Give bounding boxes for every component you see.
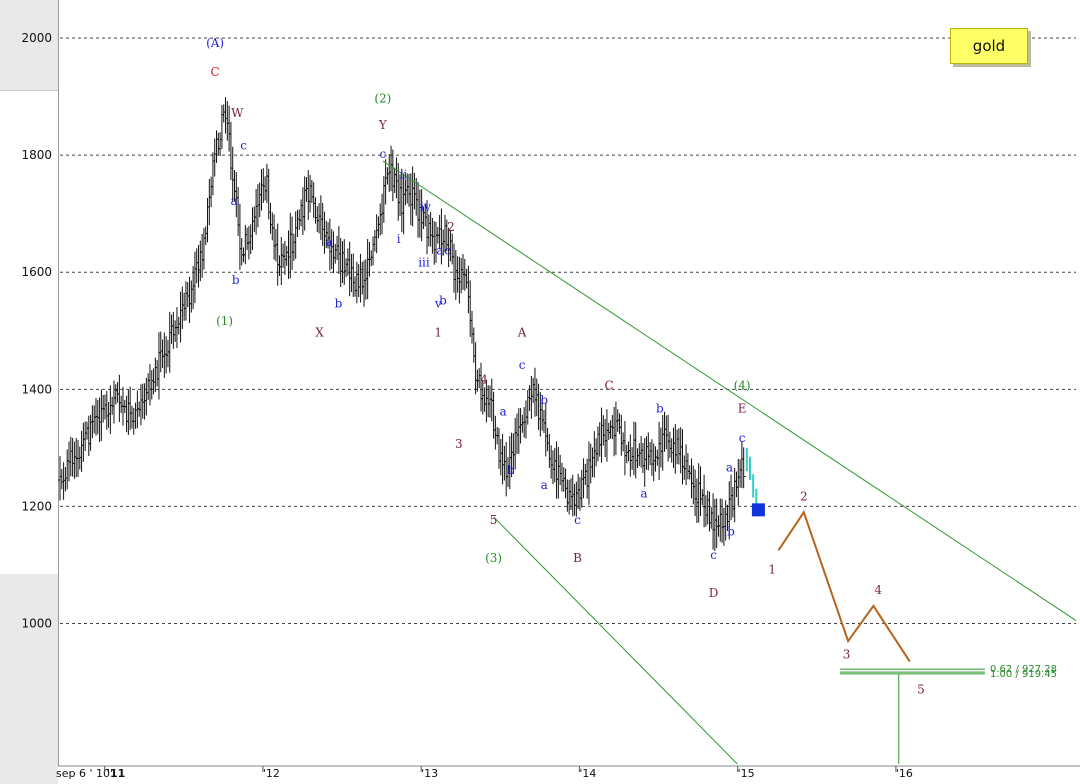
fibonacci-targets: 0.62 / 927.281.00 / 919.45 [840,664,1057,764]
wave-label: 2 [447,220,455,234]
trend-channels [382,160,1077,765]
wave-label: a [500,405,507,419]
channel-line [493,516,738,765]
x-tick-label: '15 [738,767,755,780]
x-axis-band [58,766,1080,784]
wave-label: c [240,138,247,152]
wave-label: 3 [455,437,463,451]
wave-label: X [315,326,324,340]
current-price-marker [751,503,765,517]
wave-label: b [727,525,735,539]
wave-label: 2 [800,490,808,504]
instrument-note[interactable]: gold [950,28,1028,64]
projection-line [777,510,911,663]
wave-label: 1 [768,563,776,577]
wave-label: C [210,65,219,79]
wave-label: c [519,358,526,372]
wave-label: (1) [216,314,233,328]
wave-label: a [640,487,647,501]
channel-line [382,160,1077,621]
x-tick-label: '11 [107,767,126,780]
wave-label: ii [400,168,408,182]
wave-label: c [574,513,581,527]
wave-label: 4 [874,583,882,597]
wave-label: a [231,194,238,208]
y-tick-label: 2000 [21,31,52,45]
y-tick-label: 1800 [21,148,52,162]
wave-label: b [335,296,343,310]
wave-label: (3) [485,551,502,565]
x-axis: sep 6 ' 10' '11 '12 '13 '14 '15 '16 [56,765,1080,784]
x-tick-label: '12 [263,767,280,780]
x-tick-label: '14 [579,767,596,780]
grid-lines [60,37,1076,624]
fib-label: 0.62 / 927.28 [990,664,1057,675]
wave-label: b [656,402,664,416]
y-tick-label: 1600 [21,265,52,279]
wave-label: (2) [374,91,391,105]
projection-path [777,510,911,663]
wave-label: a [436,244,443,258]
y-tick-label: 1400 [21,382,52,396]
wave-label: a [325,235,332,249]
ohlc-bars [58,97,765,551]
y-tick-label: 1200 [21,499,52,513]
wave-label: 4 [480,372,488,386]
wave-label: 5 [917,683,925,697]
y-tick-label: 1000 [21,616,52,630]
wave-label: A [517,326,527,340]
wave-label: W [231,106,244,120]
wave-label: b [507,463,515,477]
wave-label: c [379,147,386,161]
fib-label: 1.00 / 919.45 [990,669,1057,680]
wave-label: c [444,244,451,258]
rail-panel-bottom[interactable] [0,574,58,784]
wave-label: iii [418,255,430,269]
wave-label: 3 [843,648,851,662]
left-toolbar-rail [0,0,59,784]
wave-label: D [709,586,719,600]
wave-label: E [738,402,747,416]
y-axis-labels: 1000 1200 1400 1600 1800 2000 [21,31,52,630]
x-tick-label: '16 [896,767,913,780]
wave-label: Y [378,118,388,132]
wave-label: iv [420,200,431,214]
wave-label: B [573,551,582,565]
rail-panel-top[interactable] [0,0,58,91]
wave-label: 5 [490,513,498,527]
wave-label: c [739,431,746,445]
wave-label: b [232,273,240,287]
instrument-note-label: gold [972,37,1006,55]
wave-label: v [434,296,442,310]
wave-label: (A) [206,36,224,50]
wave-label: a [541,478,548,492]
wave-label: 1 [434,326,442,340]
x-tick-label: sep 6 ' 10' [56,767,113,780]
wave-label: (4) [734,378,751,392]
wave-label: i [397,232,401,246]
wave-label: a [726,460,733,474]
wave-label: c [710,548,717,562]
wave-label: b [439,293,447,307]
wave-label: b [540,393,548,407]
x-tick-label: '13 [421,767,438,780]
wave-label: C [605,378,614,392]
